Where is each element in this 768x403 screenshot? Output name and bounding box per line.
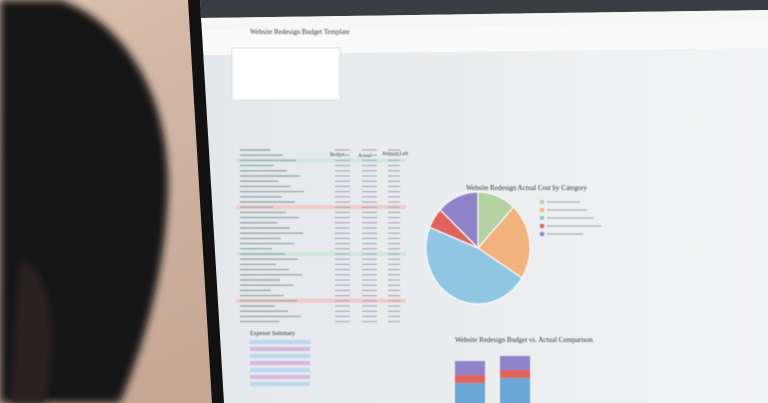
bar-segment	[500, 356, 530, 370]
popup	[231, 47, 341, 101]
legend-swatch	[540, 216, 544, 220]
column-header: Amount Left	[382, 152, 409, 157]
row-highlight	[236, 252, 406, 256]
bar-segment	[455, 375, 485, 383]
legend-swatch	[540, 208, 544, 212]
sheet-title: Website Redesign Budget Template	[250, 28, 350, 36]
bar-chart: Website Redesign Budget vs. Actual Compa…	[455, 336, 593, 403]
bar-segment	[455, 361, 485, 375]
toolbar	[202, 22, 768, 55]
address-bar	[201, 10, 768, 30]
pie-chart: Website Redesign Actual Cost by Category	[425, 184, 601, 305]
person	[0, 0, 169, 403]
row-highlight	[236, 158, 406, 163]
section-title: Expense Summary	[250, 331, 295, 337]
chart-title: Website Redesign Budget vs. Actual Compa…	[455, 336, 593, 344]
legend-swatch	[540, 224, 544, 228]
bar-segment	[500, 370, 530, 378]
legend-swatch	[540, 200, 544, 204]
column-header: Actual	[358, 154, 372, 159]
pie-slice	[425, 226, 523, 305]
bar-segment	[455, 383, 485, 403]
browser-tabs	[200, 0, 768, 18]
pie-slice	[477, 206, 531, 279]
chart-title: Website Redesign Actual Cost by Category	[466, 184, 587, 192]
bar-segment	[500, 378, 530, 403]
row-highlight	[236, 298, 406, 303]
spreadsheet: Website Redesign Budget Template Budget …	[236, 28, 409, 386]
row-highlight	[236, 205, 406, 210]
legend-swatch	[540, 232, 544, 236]
pie-slice	[439, 191, 479, 250]
